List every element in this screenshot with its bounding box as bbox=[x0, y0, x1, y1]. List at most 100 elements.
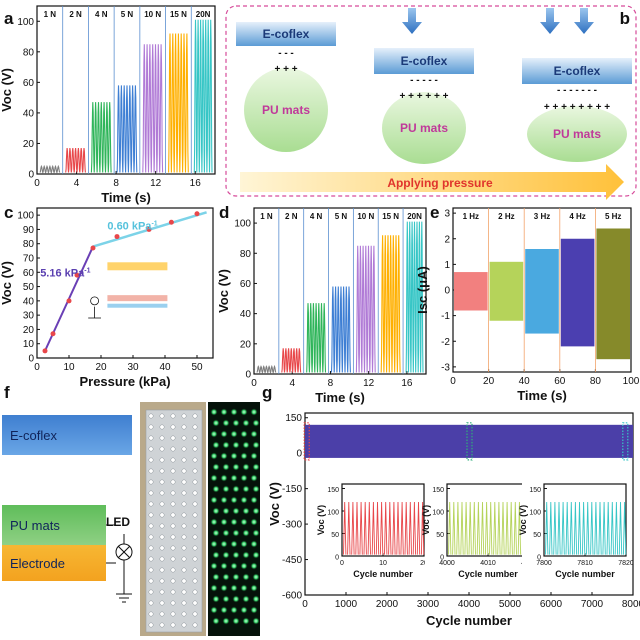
led-dot-on bbox=[220, 518, 228, 526]
led-dot-off bbox=[159, 523, 165, 529]
panel-label-a: a bbox=[4, 9, 14, 28]
led-dot-on bbox=[230, 474, 238, 482]
led-dot-off bbox=[148, 413, 154, 419]
led-dot-off bbox=[181, 457, 187, 463]
series-line-2n bbox=[65, 147, 86, 173]
x-tick-label: 0 bbox=[251, 378, 257, 389]
data-point bbox=[90, 245, 96, 251]
coflex-layer bbox=[2, 415, 132, 455]
pu-mat-3 bbox=[527, 106, 627, 162]
led-dot-on bbox=[250, 452, 258, 460]
led-dot-on bbox=[232, 419, 240, 427]
down-arrow-icon bbox=[574, 8, 594, 34]
led-dot-off bbox=[192, 479, 198, 485]
led-dot-off bbox=[148, 523, 154, 529]
led-dot-on bbox=[232, 573, 240, 581]
led-dot-on bbox=[212, 441, 220, 449]
led-dot-on bbox=[212, 551, 220, 559]
x-tick-label: 0 bbox=[34, 362, 40, 373]
led-dot-off bbox=[192, 556, 198, 562]
led-dot-on bbox=[252, 551, 260, 559]
led-dot-off bbox=[148, 457, 154, 463]
current-band-0 bbox=[454, 272, 488, 311]
led-dot-on bbox=[252, 463, 260, 471]
led-dot-off bbox=[181, 523, 187, 529]
x-tick-label: 40 bbox=[519, 376, 531, 387]
led-dot-off bbox=[181, 600, 187, 606]
series-line-10n bbox=[142, 44, 164, 173]
x-axis-label: Cycle number bbox=[353, 569, 413, 579]
segment-label: 4 N bbox=[95, 10, 108, 19]
y-tick-label: 20 bbox=[240, 339, 252, 350]
y-tick-label: 0 bbox=[28, 170, 34, 181]
led-dot-on bbox=[232, 529, 240, 537]
led-dot-on bbox=[212, 507, 220, 515]
led-dot-off bbox=[170, 600, 176, 606]
y-tick-label: 100 bbox=[327, 510, 339, 517]
positive-charges-2: + + + + + + bbox=[400, 91, 449, 102]
led-dot-off bbox=[181, 490, 187, 496]
led-dot-off bbox=[148, 534, 154, 540]
led-dot-on bbox=[220, 562, 228, 570]
schematic-b-frame bbox=[225, 5, 637, 197]
y-tick-label: 70 bbox=[23, 254, 35, 265]
led-dot-off bbox=[148, 578, 154, 584]
led-dot-off bbox=[159, 479, 165, 485]
led-dot-off bbox=[181, 501, 187, 507]
x-tick-label: 7800 bbox=[536, 560, 552, 567]
segment-label: 20N bbox=[407, 212, 422, 221]
led-dot-off bbox=[192, 567, 198, 573]
led-dot-on bbox=[232, 551, 240, 559]
led-dot-on bbox=[220, 474, 228, 482]
panel-label-e: e bbox=[430, 203, 439, 222]
series-line-15n bbox=[380, 235, 401, 373]
led-dot-on bbox=[210, 452, 218, 460]
y-axis-label: Voc (V) bbox=[0, 261, 14, 305]
data-point bbox=[50, 331, 56, 337]
y-tick-label: -300 bbox=[282, 520, 302, 531]
negative-charges-3: - - - - - - - bbox=[557, 85, 597, 96]
led-dot-on bbox=[230, 430, 238, 438]
led-dot-on bbox=[230, 496, 238, 504]
led-dot-off bbox=[159, 600, 165, 606]
y-tick-label: 10 bbox=[23, 339, 35, 350]
down-arrow-icon bbox=[402, 8, 422, 34]
x-axis-label: Cycle number bbox=[426, 613, 512, 628]
led-dot-off bbox=[192, 523, 198, 529]
device-photo-off-surface bbox=[145, 409, 203, 633]
y-tick-label: 20 bbox=[23, 325, 35, 336]
led-dot-on bbox=[252, 573, 260, 581]
y-tick-label: 0 bbox=[296, 449, 302, 460]
y-tick-label: 100 bbox=[234, 219, 251, 230]
coflex-label-1: E-coflex bbox=[263, 27, 310, 41]
coflex-layer-label: E-coflex bbox=[10, 428, 57, 443]
led-dot-on bbox=[222, 507, 230, 515]
led-dot-on bbox=[210, 606, 218, 614]
y-axis-label: Voc (V) bbox=[216, 269, 231, 313]
inset-layer-bottom bbox=[107, 303, 168, 308]
segment-label: 5 Hz bbox=[605, 212, 621, 221]
led-dot-off bbox=[181, 534, 187, 540]
x-tick-label: 10 bbox=[63, 362, 75, 373]
led-dot-on bbox=[240, 452, 248, 460]
led-dot-off bbox=[181, 424, 187, 430]
x-tick-label: 20 bbox=[420, 560, 428, 567]
segment-label: 15 N bbox=[382, 212, 399, 221]
annotation-slope-1: 5.16 kPa-1 bbox=[40, 268, 90, 280]
coflex-layer-2 bbox=[374, 48, 474, 74]
data-point bbox=[168, 219, 174, 225]
led-dot-on bbox=[232, 617, 240, 625]
led-dot-on bbox=[220, 540, 228, 548]
led-dot-on bbox=[240, 540, 248, 548]
y-tick-label: 80 bbox=[23, 47, 35, 58]
segment-label: 4 N bbox=[310, 212, 323, 221]
led-dot-off bbox=[148, 622, 154, 628]
y-tick-label: 80 bbox=[240, 249, 252, 260]
electrode-layer bbox=[2, 545, 106, 581]
series-line-2n bbox=[281, 348, 302, 373]
inset-trace-1 bbox=[448, 501, 530, 555]
led-dot-on bbox=[250, 430, 258, 438]
y-tick-label: 0 bbox=[28, 354, 34, 365]
led-dot-off bbox=[170, 567, 176, 573]
led-dot-on bbox=[250, 562, 258, 570]
